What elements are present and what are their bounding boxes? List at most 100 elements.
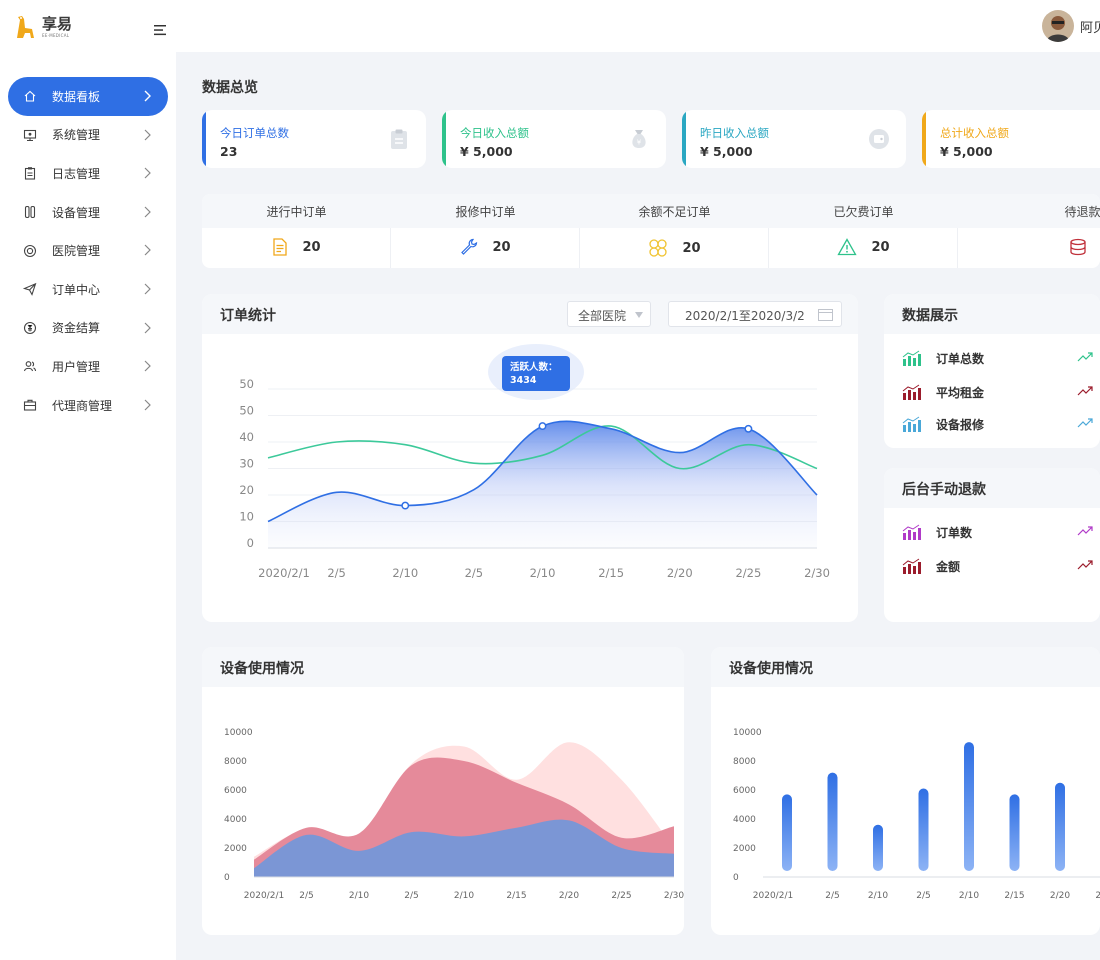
order-status-overdue[interactable]: 已欠费订单 20 [769, 194, 958, 268]
bar[interactable] [1055, 782, 1065, 871]
stat-card-today-orders[interactable]: 今日订单总数 23 [202, 110, 426, 168]
sidebar-item-hospitals[interactable]: 医院管理 [0, 231, 176, 270]
area-fill-blue [268, 421, 817, 548]
bar[interactable] [1009, 794, 1020, 871]
x-tick-label: 2/5 [299, 891, 313, 901]
order-status-in-progress[interactable]: 进行中订单 20 [202, 194, 391, 268]
device-icon [22, 204, 38, 220]
x-tick-label: 2/30 [664, 891, 684, 901]
metric-label: 设备报修 [936, 417, 985, 432]
y-tick-label: 0 [224, 873, 230, 883]
metric-refund-amount[interactable]: 金额 [902, 556, 1100, 576]
sidebar-item-label: 系统管理 [52, 128, 101, 143]
x-tick-label: 2/5 [404, 891, 418, 901]
sidebar-item-agents[interactable]: 代理商管理 [0, 386, 176, 425]
device-usage-area-chart: 0 2000 4000 6000 8000 10000 2020/2/1 2/5 2/10 2/5… [224, 728, 684, 901]
stat-label: 今日订单总数 [220, 126, 289, 140]
yen-icon [22, 320, 38, 336]
bar[interactable] [782, 794, 792, 871]
x-tick-label: 2/5 [825, 891, 839, 901]
panel-title: 后台手动退款 [902, 482, 986, 498]
chevron-right-icon [144, 129, 151, 141]
metric-average-rent[interactable]: 平均租金 [902, 382, 1100, 402]
sidebar-item-label: 用户管理 [52, 359, 101, 374]
giraffe-logo-icon [17, 16, 34, 38]
data-point[interactable] [744, 424, 753, 433]
money-bag-icon: ¥ [632, 130, 646, 148]
caret-down-icon [635, 312, 643, 318]
bar-chart-icon [902, 416, 921, 432]
page-title: 数据总览 [202, 80, 258, 96]
metric-order-total[interactable]: 订单总数 [902, 348, 1100, 368]
manual-refund-panel: 后台手动退款 订单数 金额 [884, 468, 1100, 622]
device-usage-area-panel: 设备使用情况 0 2000 4000 6000 8000 10000 2020/2/1 2/5… [202, 647, 684, 935]
area-series [254, 819, 674, 877]
sidebar-item-dashboard[interactable]: 数据看板 [8, 77, 168, 116]
stat-label: 今日收入总额 [460, 126, 529, 140]
monitor-icon [22, 127, 38, 143]
x-tick-label: 2020/2/1 [244, 891, 284, 901]
data-point[interactable] [401, 501, 410, 510]
bar[interactable] [964, 742, 974, 871]
order-status-low-balance[interactable]: 余额不足订单 20 [580, 194, 769, 268]
wrench-icon [461, 238, 478, 255]
bar[interactable] [827, 772, 838, 871]
tooltip-label: 活跃人数： [510, 361, 558, 373]
trend-up-icon [1077, 418, 1093, 428]
y-tick-label: 50 [239, 404, 254, 418]
sidebar-item-system[interactable]: 系统管理 [0, 116, 176, 155]
stat-value: 23 [220, 144, 238, 159]
date-range-picker[interactable]: 2020/2/1至2020/3/2 [668, 301, 842, 327]
order-status-repair[interactable]: 报修中订单 20 [391, 194, 580, 268]
y-tick-label: 10000 [733, 728, 762, 738]
hospital-select[interactable]: 全部医院 [567, 301, 651, 327]
sidebar-item-settlement[interactable]: 资金结算 [0, 309, 176, 348]
user-avatar[interactable] [1042, 10, 1074, 42]
y-tick-label: 40 [239, 430, 254, 444]
hospital-icon [22, 243, 38, 259]
stat-label: 昨日收入总额 [700, 126, 769, 140]
menu-toggle-icon[interactable] [152, 22, 168, 38]
tooltip-value: 3434 [510, 375, 537, 386]
sidebar-item-logs[interactable]: 日志管理 [0, 154, 176, 193]
panel-title: 设备使用情况 [729, 661, 813, 677]
x-tick-label: 2/30 [804, 566, 830, 580]
stat-value: ¥ 5,000 [460, 144, 513, 159]
user-name[interactable]: 阿贝 [1080, 21, 1100, 36]
metric-label: 平均租金 [936, 385, 985, 400]
stat-card-total-income[interactable]: 总计收入总额 ¥ 5,000 [922, 110, 1100, 168]
panel-header [202, 647, 684, 687]
panel-title: 设备使用情况 [220, 661, 304, 677]
y-tick-label: 30 [239, 457, 254, 471]
panel-title: 数据展示 [902, 308, 958, 324]
stat-value: ¥ 5,000 [700, 144, 753, 159]
stat-card-yesterday-income[interactable]: 昨日收入总额 ¥ 5,000 [682, 110, 906, 168]
brand-logo[interactable]: 享易 EE·MEDICAL [14, 14, 72, 40]
y-tick-label: 4000 [224, 815, 247, 825]
bar[interactable] [918, 788, 929, 871]
x-tick-label: 2/10 [530, 566, 556, 580]
bar[interactable] [873, 824, 883, 871]
y-tick-label: 0 [733, 873, 739, 883]
stat-card-today-income[interactable]: 今日收入总额 ¥ 5,000 ¥ [442, 110, 666, 168]
chevron-right-icon [144, 360, 151, 372]
metric-device-repair[interactable]: 设备报修 [902, 414, 1100, 434]
x-tick-label: 2020/2/1 [258, 566, 310, 580]
database-icon [1070, 238, 1087, 256]
sidebar-item-orders[interactable]: 订单中心 [0, 270, 176, 309]
stat-value: ¥ 5,000 [940, 144, 993, 159]
sidebar-item-users[interactable]: 用户管理 [0, 347, 176, 386]
sidebar-item-label: 日志管理 [52, 166, 101, 181]
stat-accent-bar [442, 110, 446, 168]
sidebar-item-devices[interactable]: 设备管理 [0, 193, 176, 232]
device-usage-bar-panel: 设备使用情况 0 2000 4000 6000 8000 10000 2020/2/1 2/5… [711, 647, 1100, 935]
order-status-label: 报修中订单 [455, 205, 516, 219]
y-tick-label: 20 [239, 483, 254, 497]
x-tick-label: 2/5 [327, 566, 346, 580]
metric-refund-orders[interactable]: 订单数 [902, 522, 1100, 542]
x-tick-label: 2/15 [506, 891, 526, 901]
home-icon [22, 88, 38, 104]
data-point[interactable] [538, 422, 547, 431]
